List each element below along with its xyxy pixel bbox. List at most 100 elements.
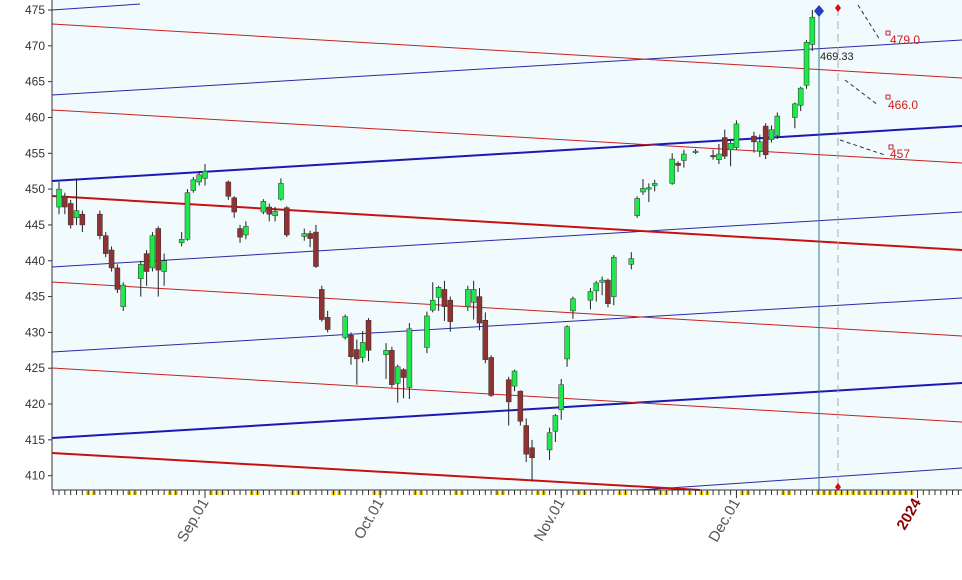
candle-body xyxy=(67,203,74,226)
candle-body xyxy=(552,415,559,432)
candle-body xyxy=(143,253,150,272)
candle-body xyxy=(278,183,284,200)
candle-body xyxy=(482,319,489,360)
candle-body xyxy=(646,187,652,190)
candle-body xyxy=(716,153,722,161)
candle-body xyxy=(599,279,605,283)
annotation: 479.0 xyxy=(890,33,920,47)
candle-body xyxy=(809,16,816,45)
candle-body xyxy=(272,211,278,216)
candle-body xyxy=(792,103,798,118)
candle-body xyxy=(546,432,553,451)
candle-body xyxy=(406,328,413,388)
y-tick-label: 435 xyxy=(25,290,45,304)
candle-body xyxy=(727,143,734,150)
y-tick-label: 430 xyxy=(25,325,45,339)
candle-body xyxy=(611,256,617,297)
candle-body xyxy=(400,369,407,378)
candle-body xyxy=(476,296,483,324)
candle-body xyxy=(470,289,477,303)
marker xyxy=(835,4,841,12)
candle-body xyxy=(511,370,518,387)
candle-body xyxy=(73,210,80,219)
candle-body xyxy=(593,282,600,292)
candle-body xyxy=(354,349,360,360)
candle-body xyxy=(365,319,372,351)
candle-body xyxy=(558,384,564,411)
y-tick-label: 415 xyxy=(25,433,45,447)
y-tick-label: 450 xyxy=(25,182,45,196)
candle-body xyxy=(441,289,448,307)
candle-body xyxy=(155,228,162,271)
candle-body xyxy=(348,335,354,358)
y-tick-label: 440 xyxy=(25,254,45,268)
x-tick-label: Nov.01 xyxy=(531,496,569,545)
x-tick-label: 2024 xyxy=(894,495,926,533)
candle-body xyxy=(733,123,740,148)
plot-area xyxy=(52,0,962,490)
candle-body xyxy=(751,135,757,143)
candle-body xyxy=(394,366,401,384)
candle-body xyxy=(108,249,115,269)
candle-body xyxy=(803,42,810,86)
candle-body xyxy=(161,260,167,272)
annotation: 457 xyxy=(890,147,910,161)
candle-body xyxy=(430,299,436,311)
candles xyxy=(56,10,816,482)
candle-body xyxy=(178,239,185,244)
annotation: 466.0 xyxy=(888,98,918,112)
candle-body xyxy=(196,174,202,183)
candle-body xyxy=(447,299,454,322)
candle-body xyxy=(523,425,529,455)
candle-body xyxy=(102,235,109,254)
candle-body xyxy=(669,158,675,184)
y-tick-label: 475 xyxy=(25,3,45,17)
y-tick-label: 460 xyxy=(25,110,45,124)
candle-body xyxy=(342,316,348,338)
candle-body xyxy=(570,298,576,312)
candle-body xyxy=(505,379,512,403)
candle-body xyxy=(97,213,103,236)
candle-body xyxy=(651,183,658,186)
marker xyxy=(835,483,841,491)
candle-body xyxy=(435,287,442,298)
candle-body xyxy=(307,233,313,239)
candle-body xyxy=(260,201,267,213)
candle-body xyxy=(710,155,716,158)
y-tick-label: 455 xyxy=(25,146,45,160)
candle-body xyxy=(202,170,208,179)
candle-body xyxy=(284,207,290,236)
candle-body xyxy=(722,137,728,157)
candle-body xyxy=(313,231,319,267)
candle-body xyxy=(465,289,471,307)
candle-body xyxy=(79,213,86,226)
x-tick-label: Oct.01 xyxy=(351,496,388,543)
candle-body xyxy=(243,226,249,236)
candle-body xyxy=(266,206,272,215)
candle-body xyxy=(138,264,144,279)
candle-body xyxy=(120,284,126,307)
candle-body xyxy=(564,326,570,360)
candle-body xyxy=(301,233,308,237)
y-tick-label: 445 xyxy=(25,218,45,232)
candle-body xyxy=(640,188,646,193)
marker xyxy=(814,5,824,17)
candle-body xyxy=(774,115,781,136)
candle-body xyxy=(517,390,524,422)
y-tick-label: 410 xyxy=(25,469,45,483)
candle-body xyxy=(149,235,156,269)
candle-body xyxy=(389,350,395,385)
candle-body xyxy=(225,181,232,197)
candle-body xyxy=(762,125,769,155)
candle-body xyxy=(768,129,775,140)
candle-body xyxy=(529,447,535,459)
x-tick-label: Dec.01 xyxy=(705,496,743,546)
candle-body xyxy=(424,315,430,348)
candle-body xyxy=(628,258,635,265)
candle-body xyxy=(114,267,121,290)
candle-body xyxy=(605,279,611,304)
candle-body xyxy=(383,350,389,355)
candle-body xyxy=(56,188,62,208)
candle-body xyxy=(319,289,325,320)
candle-body xyxy=(797,87,804,106)
